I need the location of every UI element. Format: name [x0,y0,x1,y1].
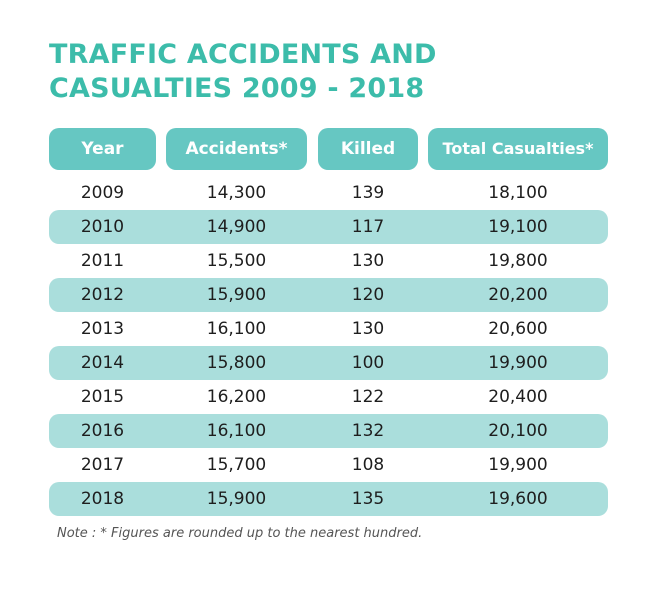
cell-accidents: 15,700 [206,455,267,475]
cell-killed: 122 [351,387,385,407]
table-row: 2012 15,900 120 20,200 [49,278,608,312]
cell-killed: 120 [351,285,385,305]
cell-total-casualties: 20,200 [488,285,548,305]
cell-accidents: 16,100 [206,421,267,441]
cell-year: 2010 [80,217,125,237]
cell-killed: 135 [351,489,385,509]
cell-total-casualties: 19,900 [488,353,548,373]
cell-year: 2013 [80,319,125,339]
cell-year: 2009 [80,183,125,203]
table-row: 2010 14,900 117 19,100 [49,210,608,244]
cell-killed: 108 [351,455,385,475]
cell-total-casualties: 20,400 [488,387,548,407]
table-row: 2018 15,900 135 19,600 [49,482,608,516]
cell-year: 2012 [80,285,125,305]
cell-accidents: 15,900 [206,489,267,509]
page-title: TRAFFIC ACCIDENTS AND CASUALTIES 2009 - … [49,38,437,106]
cell-killed: 139 [351,183,385,203]
header-accidents: Accidents* [166,128,307,170]
cell-year: 2014 [80,353,125,373]
cell-year: 2011 [80,251,125,271]
cell-total-casualties: 19,900 [488,455,548,475]
cell-accidents: 14,300 [206,183,267,203]
header-year: Year [49,128,156,170]
cell-killed: 132 [351,421,385,441]
cell-killed: 100 [351,353,385,373]
cell-accidents: 15,900 [206,285,267,305]
table-header: Year Accidents* Killed Total Casualties* [49,128,608,170]
table-row: 2013 16,100 130 20,600 [49,312,608,346]
cell-total-casualties: 20,100 [488,421,548,441]
cell-total-casualties: 18,100 [488,183,548,203]
cell-year: 2015 [80,387,125,407]
cell-accidents: 16,200 [206,387,267,407]
title-line-2: CASUALTIES 2009 - 2018 [49,73,425,104]
cell-year: 2018 [80,489,125,509]
cell-total-casualties: 20,600 [488,319,548,339]
table-row: 2011 15,500 130 19,800 [49,244,608,278]
title-line-1: TRAFFIC ACCIDENTS AND [49,39,437,70]
cell-killed: 130 [351,251,385,271]
table-row: 2017 15,700 108 19,900 [49,448,608,482]
cell-accidents: 16,100 [206,319,267,339]
cell-killed: 117 [351,217,385,237]
cell-year: 2017 [80,455,125,475]
header-killed: Killed [318,128,418,170]
header-total-casualties: Total Casualties* [428,128,608,170]
table-row: 2015 16,200 122 20,400 [49,380,608,414]
table-body: 2009 14,300 139 18,100 2010 14,900 117 19,100 20… [49,176,608,516]
cell-accidents: 15,500 [206,251,267,271]
table-row: 2014 15,800 100 19,900 [49,346,608,380]
cell-killed: 130 [351,319,385,339]
accidents-table: Year Accidents* Killed Total Casualties*… [49,128,608,516]
table-row: 2016 16,100 132 20,100 [49,414,608,448]
cell-accidents: 14,900 [206,217,267,237]
cell-accidents: 15,800 [206,353,267,373]
table-row: 2009 14,300 139 18,100 [49,176,608,210]
cell-total-casualties: 19,100 [488,217,548,237]
cell-year: 2016 [80,421,125,441]
footnote: Note : * Figures are rounded up to the n… [57,526,423,541]
cell-total-casualties: 19,600 [488,489,548,509]
cell-total-casualties: 19,800 [488,251,548,271]
